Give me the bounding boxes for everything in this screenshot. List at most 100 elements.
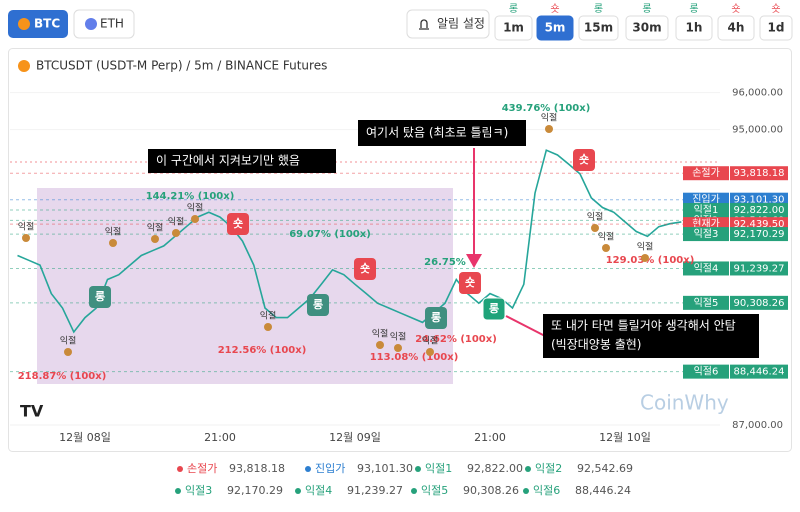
- take-profit-mark: 익절: [168, 216, 185, 228]
- x-tick-label: 21:00: [204, 431, 236, 444]
- money-bag: [394, 344, 402, 352]
- money-bag: [641, 254, 649, 262]
- timeframe-label: 4h: [728, 21, 745, 35]
- short-badge: [573, 149, 595, 171]
- bell-icon: [419, 19, 429, 30]
- level-value: 90,308.26: [734, 298, 785, 309]
- callout-box: [543, 314, 759, 358]
- alert-label: 알림 설정: [437, 17, 485, 31]
- legend-dot: [295, 488, 301, 494]
- signal-label: 롱: [594, 3, 603, 15]
- legend-name: 익절4: [305, 484, 332, 497]
- legend-dot: [305, 466, 311, 472]
- level-tag: [683, 227, 729, 242]
- alert-button[interactable]: [406, 9, 490, 39]
- callout-text: 여기서 탔음 (최초로 틀림ㅋ): [366, 126, 508, 140]
- callout-text: 이 구간에서 지켜보기만 했음: [156, 154, 300, 168]
- legend-value: 93,818.18: [229, 462, 285, 475]
- short-badge: [354, 258, 376, 280]
- long-badge-label: 롱: [431, 311, 441, 324]
- tab-label: ETH: [100, 17, 124, 31]
- timeframe-label: 15m: [584, 21, 613, 35]
- legend-value: 91,239.27: [347, 484, 403, 497]
- legend-dot: [177, 466, 183, 472]
- take-profit-mark: 익절: [260, 310, 277, 322]
- money-bag: [64, 348, 72, 356]
- take-profit-mark: 익절: [587, 211, 604, 223]
- signal-label: 숏: [771, 3, 780, 15]
- signal-label: 롱: [689, 3, 698, 15]
- timeframe-button[interactable]: [759, 15, 793, 41]
- money-bag: [602, 244, 610, 252]
- take-profit-mark: 익절: [598, 231, 615, 243]
- profit-label: 212.56% (100x): [218, 345, 307, 356]
- timeframe-button[interactable]: [717, 15, 755, 41]
- timeframe-label: 1h: [686, 21, 703, 35]
- timeframe-label: 30m: [632, 21, 661, 35]
- money-bag: [426, 348, 434, 356]
- take-profit-mark: 익절: [541, 112, 558, 124]
- level-value-box: [730, 166, 788, 181]
- legend-value: 90,308.26: [463, 484, 519, 497]
- callout-box: [358, 120, 526, 146]
- eth-icon: [85, 18, 97, 30]
- short-badge-label: 숏: [233, 217, 243, 230]
- level-value: 93,818.18: [734, 168, 785, 179]
- level-value: 93,101.30: [734, 195, 785, 206]
- level-tag: [683, 295, 729, 310]
- level-value-box: [730, 227, 788, 242]
- money-bag: [376, 341, 384, 349]
- symbol-icon: [18, 60, 30, 72]
- money-bag: [151, 235, 159, 243]
- level-value-box: [730, 364, 788, 379]
- level-value: 92,439.50: [734, 219, 785, 230]
- take-profit-mark: 익절: [372, 328, 389, 340]
- x-tick-label: 12월 09일: [329, 430, 381, 444]
- profit-label: 129.03% (100x): [606, 255, 695, 266]
- take-profit-mark: 익절: [18, 221, 35, 233]
- money-bag: [591, 224, 599, 232]
- timeframe-button[interactable]: [536, 15, 574, 41]
- tab-btc[interactable]: [8, 10, 68, 38]
- take-profit-mark: 익절: [390, 331, 407, 343]
- timeframe-button[interactable]: [675, 15, 713, 41]
- level-value: 92,170.29: [734, 229, 785, 240]
- profit-label: 144.21% (100x): [146, 191, 235, 202]
- short-badge: [227, 213, 249, 235]
- timeframe-button[interactable]: [494, 15, 533, 41]
- timeframe-label: 5m: [545, 21, 566, 35]
- level-name: 익절1: [694, 203, 719, 216]
- take-profit-mark: 익절: [187, 202, 204, 214]
- profit-label: 69.07% (100x): [289, 229, 371, 240]
- timeframe-button[interactable]: [578, 15, 619, 41]
- legend-name: 익절6: [533, 484, 560, 497]
- legend-name: 손절가: [187, 462, 217, 475]
- y-tick-label: 96,000.00: [732, 88, 783, 99]
- long-badge: [89, 286, 111, 308]
- money-bag: [172, 229, 180, 237]
- timeframe-button[interactable]: [625, 15, 669, 41]
- signal-label: 롱: [642, 3, 651, 15]
- legend-name: 진입가: [315, 462, 345, 475]
- symbol-label: BTCUSDT (USDT-M Perp) / 5m / BINANCE Fut…: [36, 59, 327, 73]
- profit-label: 24.62% (100x): [415, 334, 497, 345]
- profit-label: 439.76% (100x): [502, 103, 591, 114]
- legend-name: 익절3: [185, 484, 212, 497]
- tab-eth[interactable]: [73, 9, 135, 39]
- take-profit-mark: 익절: [637, 241, 654, 253]
- legend-dot: [415, 466, 421, 472]
- level-name: 손절가: [692, 166, 720, 179]
- tab-label: BTC: [34, 17, 60, 31]
- callout-box: [148, 149, 336, 173]
- short-badge-label: 숏: [360, 262, 370, 275]
- level-value: 91,239.27: [734, 263, 785, 274]
- long-badge-label: 롱: [95, 290, 105, 303]
- level-name: 익절3: [694, 227, 719, 240]
- short-badge: [459, 272, 481, 294]
- take-profit-mark: 익절: [105, 226, 122, 238]
- legend-value: 92,542.69: [577, 462, 633, 475]
- tv-logo: TV: [20, 402, 44, 421]
- take-profit-mark: 익절: [422, 335, 439, 347]
- money-bag: [545, 125, 553, 133]
